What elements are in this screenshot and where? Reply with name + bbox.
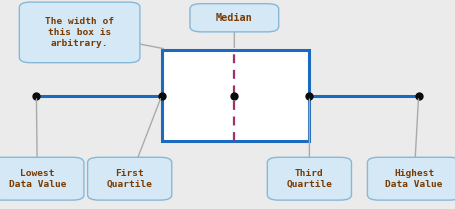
- Text: First
Quartile: First Quartile: [106, 169, 153, 189]
- FancyBboxPatch shape: [368, 157, 455, 200]
- Text: Third
Quartile: Third Quartile: [286, 169, 333, 189]
- FancyBboxPatch shape: [268, 157, 352, 200]
- FancyBboxPatch shape: [19, 2, 140, 63]
- FancyBboxPatch shape: [87, 157, 172, 200]
- Text: Highest
Data Value: Highest Data Value: [385, 169, 443, 189]
- FancyBboxPatch shape: [190, 4, 278, 32]
- Text: The width of
this box is
arbitrary.: The width of this box is arbitrary.: [45, 17, 114, 48]
- Text: Median: Median: [216, 13, 253, 23]
- FancyBboxPatch shape: [0, 157, 84, 200]
- Text: Lowest
Data Value: Lowest Data Value: [9, 169, 66, 189]
- FancyBboxPatch shape: [162, 50, 309, 141]
